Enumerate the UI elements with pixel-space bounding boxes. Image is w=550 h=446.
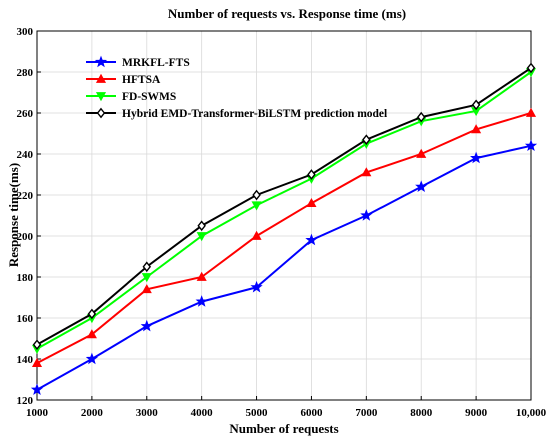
y-tick-label: 240 <box>17 149 34 161</box>
data-point <box>416 111 426 123</box>
data-point <box>305 233 318 246</box>
data-point <box>250 280 263 293</box>
data-point <box>140 319 153 332</box>
series-line <box>36 67 532 346</box>
legend-marker <box>95 73 107 83</box>
data-point <box>415 180 428 193</box>
data-point <box>197 220 206 232</box>
legend-marker <box>95 92 107 102</box>
x-tick-label: 3000 <box>136 407 159 419</box>
data-point <box>471 124 482 134</box>
y-tick-label: 260 <box>17 108 34 120</box>
legend-label: FD-SWMS <box>122 91 176 103</box>
y-tick-label: 140 <box>17 354 34 366</box>
legend-label: Hybrid EMD-Transformer-BiLSTM prediction… <box>122 108 387 120</box>
x-axis-ticks: 1000 2000 3000 4000 5000 6000 7000 8000 9000 10,0… <box>26 396 547 419</box>
data-point <box>360 209 373 221</box>
series-line <box>36 144 532 391</box>
y-axis-ticks: 120 140 160 180 200 220 240 260 280 300 <box>17 26 41 407</box>
data-point <box>252 189 261 201</box>
y-tick-label: 280 <box>17 67 34 79</box>
legend-marker <box>94 55 108 68</box>
legend-entry: MRKFL-FTS <box>86 55 190 69</box>
series-line <box>36 112 532 364</box>
y-tick-label: 160 <box>17 313 34 325</box>
data-point <box>525 107 537 117</box>
series-layer <box>30 62 538 395</box>
x-tick-label: 1000 <box>26 407 49 419</box>
legend-marker <box>96 107 106 119</box>
legend-entry: Hybrid EMD-Transformer-BiLSTM prediction… <box>86 107 387 120</box>
x-tick-label: 6000 <box>300 407 323 419</box>
x-tick-label: 10,000 <box>516 407 547 419</box>
data-point <box>87 308 97 320</box>
y-axis-title: Response time(ms) <box>6 163 21 267</box>
legend-entry: HFTSA <box>86 73 161 86</box>
legend-label: HFTSA <box>122 74 161 86</box>
x-tick-label: 7000 <box>355 407 378 419</box>
legend: MRKFL-FTS HFTSA FD-SWMS Hybrid EMD-Transfor… <box>86 55 387 120</box>
y-tick-label: 120 <box>17 395 34 407</box>
data-point <box>32 339 42 350</box>
x-tick-label: 8000 <box>410 407 433 419</box>
data-point <box>86 329 97 339</box>
data-point <box>307 169 316 180</box>
series-mrkfl-fts <box>30 139 538 395</box>
data-point <box>524 139 538 152</box>
grid-lines <box>36 30 532 401</box>
plot-frame <box>36 30 532 401</box>
data-point <box>196 271 207 281</box>
legend-entry: FD-SWMS <box>86 91 176 103</box>
data-point <box>142 261 152 273</box>
y-tick-label: 220 <box>17 190 34 202</box>
series-hybrid-emd-transformer-bilstm-prediction-model <box>32 62 536 350</box>
data-point <box>141 284 152 294</box>
x-tick-label: 5000 <box>246 407 269 419</box>
data-point <box>526 62 536 74</box>
data-point <box>85 352 98 365</box>
data-point <box>471 99 481 111</box>
x-tick-label: 2000 <box>81 407 104 419</box>
data-point <box>196 232 207 242</box>
data-point <box>361 167 372 177</box>
y-tick-label: 200 <box>17 231 34 243</box>
x-axis-title: Number of requests <box>229 421 338 436</box>
data-point <box>30 383 44 395</box>
data-point <box>141 273 152 283</box>
data-point <box>470 151 483 164</box>
legend-label: MRKFL-FTS <box>122 57 190 69</box>
data-point <box>31 357 43 367</box>
x-tick-label: 4000 <box>191 407 214 419</box>
chart-title: Number of requests vs. Response time (ms… <box>168 6 406 21</box>
data-point <box>362 134 371 145</box>
data-point <box>416 148 427 158</box>
series-hftsa <box>31 107 537 367</box>
data-point <box>306 197 317 208</box>
y-tick-label: 300 <box>17 26 34 38</box>
series-line <box>36 71 532 350</box>
data-point <box>251 201 262 211</box>
y-tick-label: 180 <box>17 272 34 284</box>
x-tick-label: 9000 <box>465 407 488 419</box>
data-point <box>251 230 262 240</box>
data-point <box>195 295 208 307</box>
